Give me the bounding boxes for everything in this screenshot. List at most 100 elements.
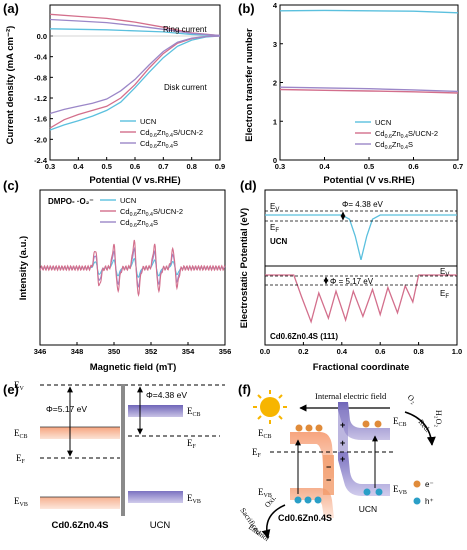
a-xtick-label-3: 0.6 bbox=[130, 162, 140, 171]
c-spectrum-1 bbox=[39, 239, 226, 298]
left-vb-bent bbox=[290, 488, 334, 518]
legend-label-1: Cd0.6Zn0.4S/UCN-2 bbox=[120, 207, 183, 218]
d-ucn-curve bbox=[265, 214, 457, 260]
a-ytick-label-2: -0.8 bbox=[34, 73, 47, 82]
a-ring-2 bbox=[49, 18, 221, 37]
left-phi-label: Φ=5.17 eV bbox=[46, 404, 87, 414]
c-xtick-label-0: 346 bbox=[34, 347, 47, 356]
c-xtick-label-3: 352 bbox=[145, 347, 158, 356]
a-disk-1 bbox=[49, 35, 221, 129]
f-ef-label: EF bbox=[252, 447, 262, 459]
panel-f: (f) Internal electric field − − + + + bbox=[238, 382, 443, 543]
dmpo-label: DMPO- ·O₂⁻ bbox=[48, 197, 94, 206]
holes-right bbox=[363, 488, 383, 496]
b-line-0 bbox=[279, 9, 459, 14]
left-vb-band bbox=[40, 497, 120, 509]
b-xtick-label-4: 0.7 bbox=[453, 162, 463, 171]
right-vb-band bbox=[128, 491, 183, 503]
panel-b-ylabel: Electron transfer number bbox=[244, 28, 255, 142]
f-evb-left: EVB bbox=[258, 487, 272, 499]
legend-label-2: Cd0.6Zn0.4S bbox=[140, 139, 178, 150]
a-xtick-label-6: 0.9 bbox=[215, 162, 225, 171]
f-ecb-left: ECB bbox=[258, 428, 272, 440]
cdzns-ev-label: EV bbox=[440, 267, 449, 278]
ecb-right-label: ECB bbox=[187, 406, 201, 418]
minus-sign-2: − bbox=[326, 475, 331, 485]
a-xtick-label-0: 0.3 bbox=[45, 162, 55, 171]
ucn-ef-label: EF bbox=[270, 223, 279, 234]
legend-label-1: Cd0.6Zn0.4S/UCN-2 bbox=[375, 129, 438, 140]
ucn-phi-label: Φ= 4.38 eV bbox=[342, 200, 384, 209]
o2-label: O₂ bbox=[406, 393, 419, 406]
interface-bar bbox=[121, 384, 125, 516]
panel-b: (b) 0.3 0.4 0.5 0.6 0.7 0 1 2 3 4 UCN Cd0.6Zn0.4S/… bbox=[238, 1, 463, 186]
left-cb-band bbox=[40, 427, 120, 439]
panel-d-label: (d) bbox=[240, 178, 257, 193]
a-ytick-label-5: -2.0 bbox=[34, 135, 47, 144]
a-ytick-label-6: -2.4 bbox=[34, 156, 48, 165]
cdzns-ef-label: EF bbox=[440, 289, 449, 300]
a-ytick-label-0: 0.0 bbox=[37, 32, 47, 41]
d-xtick-label-4: 0.8 bbox=[413, 347, 423, 356]
plus-sign-2: + bbox=[340, 438, 345, 448]
right-vb-bent bbox=[338, 452, 390, 496]
sun-icon bbox=[253, 390, 287, 424]
panel-d: (d) 0.0 0.2 0.4 0.6 0.8 1.0 EV EF Φ= 4.38 eV … bbox=[239, 178, 462, 373]
ring-current-label: Ring current bbox=[163, 25, 207, 34]
plus-sign: + bbox=[340, 420, 345, 430]
b-xtick-label-2: 0.5 bbox=[364, 162, 374, 171]
cdzns-name: Cd0.6Zn0.4S (111) bbox=[270, 332, 338, 341]
holes-left bbox=[294, 496, 322, 504]
a-ytick-label-4: -1.6 bbox=[34, 115, 47, 124]
d-xtick-label-5: 1.0 bbox=[452, 347, 462, 356]
b-ytick-label-0: 0 bbox=[273, 156, 277, 165]
d-xtick-label-3: 0.6 bbox=[375, 347, 385, 356]
panel-c-ylabel: Intensity (a.u.) bbox=[18, 236, 29, 300]
internal-field-label: Internal electric field bbox=[315, 391, 387, 401]
f-right-name: UCN bbox=[359, 504, 377, 514]
evb-left-label: EVB bbox=[14, 496, 28, 508]
electron-legend-marker bbox=[413, 480, 421, 488]
a-disk-0 bbox=[49, 35, 221, 131]
b-ytick-label-3: 3 bbox=[273, 40, 277, 49]
hole-legend-marker bbox=[413, 497, 421, 505]
d-xtick-label-0: 0.0 bbox=[260, 347, 270, 356]
panel-e-label: (e) bbox=[3, 382, 19, 397]
b-ytick-label-1: 1 bbox=[273, 117, 277, 126]
hole-legend-label: h⁺ bbox=[425, 497, 434, 506]
ef-right-label: EF bbox=[187, 438, 197, 450]
panel-d-ylabel: Electrostatic Potential (eV) bbox=[239, 208, 250, 328]
b-line-2 bbox=[279, 86, 459, 93]
reduction-arrow bbox=[404, 411, 436, 446]
panel-c: (c) 346 348 350 352 354 356 DMPO- ·O₂⁻ UCN Cd0… bbox=[3, 178, 231, 373]
a-xtick-label-2: 0.5 bbox=[101, 162, 111, 171]
legend-label-0: UCN bbox=[375, 118, 391, 127]
legend-label-1: Cd0.6Zn0.4S/UCN-2 bbox=[140, 128, 203, 139]
cdzns-phi-label: Φ = 5.17 eV bbox=[330, 277, 374, 286]
minus-sign: − bbox=[326, 462, 331, 472]
legend-label-2: Cd0.6Zn0.4S bbox=[375, 140, 413, 151]
ucn-name: UCN bbox=[270, 237, 288, 246]
a-ytick-label-1: -0.4 bbox=[34, 53, 48, 62]
right-cb-band bbox=[128, 405, 183, 417]
electrons-right bbox=[362, 420, 382, 428]
panel-a-xlabel: Potential (V vs.RHE) bbox=[89, 175, 180, 186]
ev-label: EV bbox=[14, 380, 25, 392]
plus-sign-3: + bbox=[340, 454, 345, 464]
electrons-left bbox=[295, 424, 323, 432]
a-xtick-label-5: 0.8 bbox=[186, 162, 196, 171]
legend-label-0: UCN bbox=[120, 196, 136, 205]
left-material-name: Cd0.6Zn0.4S bbox=[51, 520, 108, 531]
ef-left-label: EF bbox=[16, 453, 26, 465]
a-ring-0 bbox=[49, 28, 221, 37]
legend-label-2: Cd0.6Zn0.4S bbox=[120, 218, 158, 229]
c-xtick-label-5: 356 bbox=[219, 347, 232, 356]
c-xtick-label-2: 350 bbox=[108, 347, 121, 356]
panel-a-label: (a) bbox=[3, 1, 19, 16]
a-xtick-label-1: 0.4 bbox=[73, 162, 84, 171]
a-xtick-label-4: 0.7 bbox=[158, 162, 168, 171]
panel-c-label: (c) bbox=[3, 178, 19, 193]
